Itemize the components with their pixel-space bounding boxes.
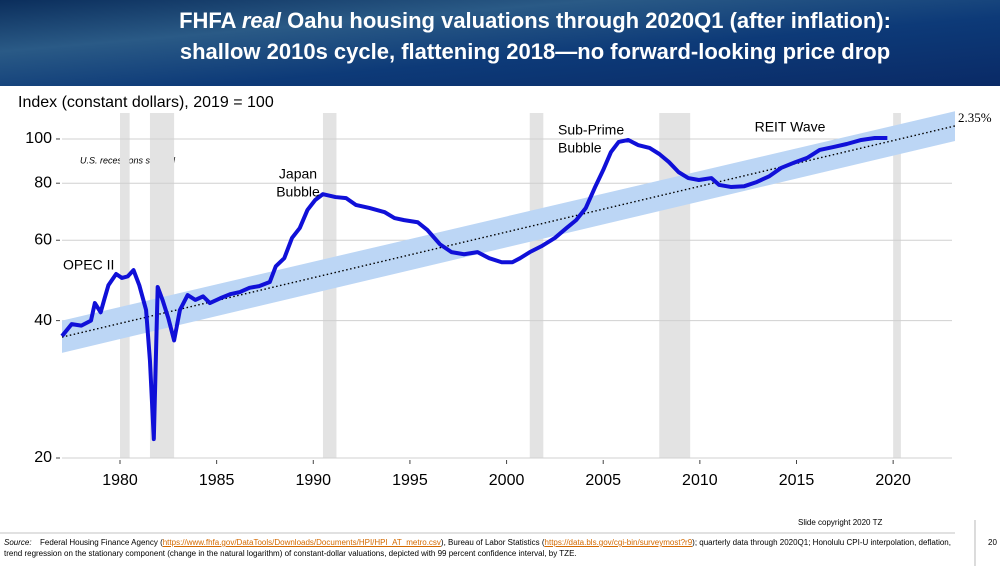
source-text: Federal Housing Finance Agency ( bbox=[40, 538, 163, 547]
source-text: Federal Housing Finance Agency (https://… bbox=[4, 538, 951, 558]
source-link[interactable]: https://www.fhfa.gov/DataTools/Downloads… bbox=[162, 538, 441, 547]
plot-area: 20 40 60 80 100 1980 1985 1990 1995 2000 2005 2010 2… bbox=[25, 110, 991, 489]
source-text: ), Bureau of Labor Statistics ( bbox=[440, 538, 545, 547]
x-tick-label: 2010 bbox=[682, 472, 718, 489]
source-label: Source: bbox=[4, 538, 32, 547]
annotation: OPEC II bbox=[63, 257, 114, 273]
y-tick-label: 20 bbox=[34, 449, 52, 466]
chart-title: shallow 2010s cycle, flattening 2018—no … bbox=[180, 39, 890, 64]
recession-band bbox=[659, 113, 691, 458]
source-text: ); quarterly data through 2020Q1; Honolu… bbox=[4, 538, 951, 558]
x-tick-label: 2015 bbox=[779, 472, 815, 489]
x-tick-label: 2020 bbox=[875, 472, 911, 489]
x-tick-label: 1995 bbox=[392, 472, 428, 489]
annotation: Bubble bbox=[558, 140, 602, 156]
copyright: Slide copyright 2020 TZ bbox=[798, 518, 882, 527]
chart-title: FHFA real Oahu housing valuations throug… bbox=[179, 8, 891, 33]
y-tick-label: 80 bbox=[34, 174, 52, 191]
recession-band bbox=[119, 113, 130, 458]
trend-label: 2.35% bbox=[958, 110, 992, 125]
x-tick-label: 1985 bbox=[199, 472, 235, 489]
confidence-band bbox=[62, 111, 955, 353]
y-tick-label: 60 bbox=[34, 231, 52, 248]
y-axis-label: Index (constant dollars), 2019 = 100 bbox=[18, 94, 274, 111]
series-line bbox=[60, 135, 888, 442]
y-tick-label: 40 bbox=[34, 312, 52, 329]
x-tick-label: 2000 bbox=[489, 472, 525, 489]
annotation: Bubble bbox=[276, 184, 320, 200]
y-tick-label: 100 bbox=[25, 130, 52, 147]
x-tick-label: 1990 bbox=[295, 472, 331, 489]
recession-band bbox=[893, 113, 901, 458]
header-background bbox=[0, 0, 1000, 86]
x-tick-label: 1980 bbox=[102, 472, 138, 489]
x-tick-label: 2005 bbox=[585, 472, 621, 489]
source-link[interactable]: https://data.bls.gov/cgi-bin/surveymost?… bbox=[544, 538, 693, 547]
page-number: 20 bbox=[988, 538, 997, 547]
annotation: Sub-Prime bbox=[558, 122, 624, 138]
annotation: Japan bbox=[279, 166, 317, 182]
annotation: REIT Wave bbox=[755, 119, 826, 135]
recession-band bbox=[529, 113, 544, 458]
source-note: Source: Federal Housing Finance Agency (h… bbox=[4, 537, 954, 559]
